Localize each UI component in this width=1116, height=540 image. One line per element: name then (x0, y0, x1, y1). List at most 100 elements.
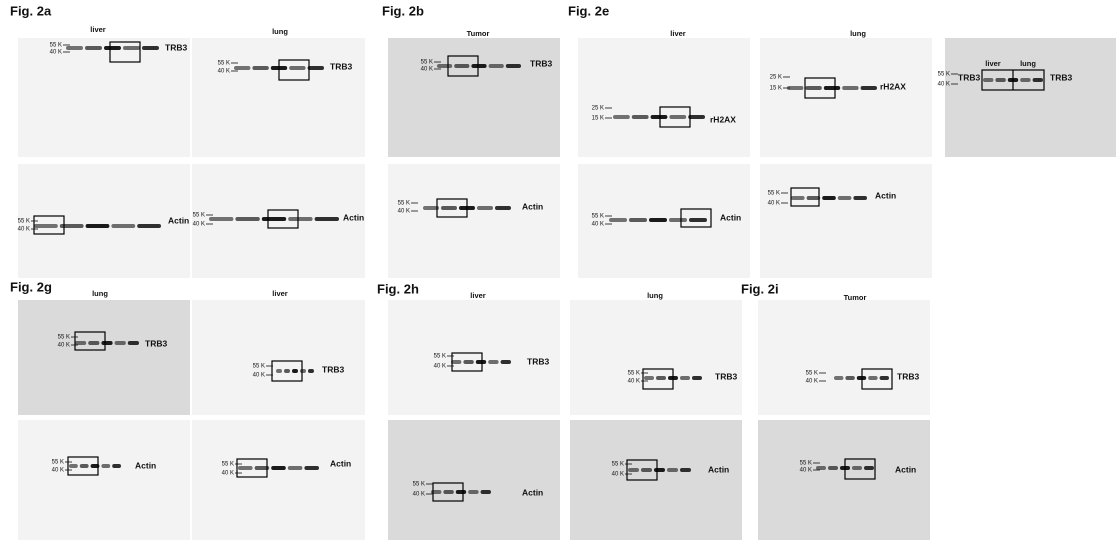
band (791, 196, 805, 200)
band (651, 115, 668, 119)
size-marker: 55 K (193, 213, 205, 219)
band (86, 224, 110, 228)
band (238, 466, 253, 470)
band (477, 206, 493, 210)
figure-label: Fig. 2g (10, 279, 52, 294)
size-marker: 40 K (222, 471, 234, 477)
band (75, 341, 86, 345)
band (641, 468, 652, 472)
band (834, 376, 843, 380)
band-label: Actin (343, 212, 364, 222)
size-marker: 25 K (592, 106, 604, 112)
band (1033, 78, 1043, 82)
band (60, 224, 84, 228)
panel-title: lung (92, 289, 108, 298)
size-marker: 40 K (421, 67, 433, 73)
blot-panel (570, 300, 742, 415)
band (488, 360, 498, 364)
size-marker: 55 K (58, 335, 70, 341)
band (437, 64, 452, 68)
size-marker: 40 K (628, 379, 640, 385)
band-label: Actin (168, 215, 189, 225)
blot-panel (192, 38, 365, 157)
size-marker: 40 K (938, 82, 950, 88)
blot-panel (758, 300, 930, 415)
figure-label: Fig. 2e (568, 3, 609, 18)
figure: Fig. 2aliver55 K40 KTRB3lung55 K40 KTRB3… (0, 0, 1116, 540)
band (688, 115, 705, 119)
band (308, 66, 324, 70)
blot-panel (18, 38, 190, 157)
figure-label: Fig. 2b (382, 3, 424, 18)
band-label: Actin (875, 190, 896, 200)
size-marker: 55 K (398, 201, 410, 207)
size-marker: 40 K (253, 373, 265, 379)
band-label: TRB3 (1050, 72, 1072, 82)
band (123, 46, 140, 50)
size-marker: 40 K (592, 222, 604, 228)
size-marker: 40 K (218, 69, 230, 75)
blot-panel (18, 420, 190, 540)
band (463, 360, 473, 364)
band (34, 224, 58, 228)
size-marker: 40 K (398, 209, 410, 215)
band (292, 369, 298, 373)
band (669, 218, 687, 222)
size-marker: 40 K (52, 468, 64, 474)
band (680, 468, 691, 472)
band (271, 466, 286, 470)
band (853, 196, 867, 200)
band (644, 376, 654, 380)
band (489, 64, 504, 68)
size-marker: 40 K (18, 227, 30, 233)
size-marker: 40 K (806, 379, 818, 385)
band (289, 66, 305, 70)
panel-title: liver (90, 25, 106, 34)
figure-label: Fig. 2h (377, 281, 419, 296)
band (112, 464, 121, 468)
band-label: TRB3 (527, 356, 549, 366)
band-label: Actin (135, 460, 156, 470)
band (115, 341, 126, 345)
band-label: Actin (708, 464, 729, 474)
band (66, 46, 83, 50)
size-marker: 55 K (421, 60, 433, 66)
band (85, 46, 102, 50)
size-marker: 40 K (768, 201, 780, 207)
band (209, 217, 233, 221)
band (667, 468, 678, 472)
band (861, 86, 877, 90)
band (454, 64, 469, 68)
band (308, 369, 314, 373)
blot-panel (760, 164, 932, 278)
band-label: TRB3 (322, 364, 344, 374)
band-label: rH2AX (710, 114, 736, 124)
band (128, 341, 139, 345)
band (304, 466, 319, 470)
band-label: TRB3 (330, 61, 352, 71)
band (69, 464, 78, 468)
panel-title: lung (647, 291, 663, 300)
band (628, 468, 639, 472)
band (443, 490, 453, 494)
band-label: Actin (895, 464, 916, 474)
band (456, 490, 466, 494)
band (288, 466, 303, 470)
size-marker: 15 K (770, 86, 782, 92)
size-marker: 55 K (18, 219, 30, 225)
lane-label: lung (1020, 59, 1036, 68)
size-marker: 40 K (50, 50, 62, 56)
size-marker: 25 K (770, 75, 782, 81)
band (262, 217, 286, 221)
band-label: TRB3 (530, 58, 552, 68)
blot-panel (945, 38, 1116, 157)
band (983, 78, 993, 82)
band (284, 369, 290, 373)
band (842, 86, 858, 90)
band (235, 217, 259, 221)
band (476, 360, 486, 364)
size-marker: 40 K (434, 364, 446, 370)
band (629, 218, 647, 222)
band-label: Actin (720, 212, 741, 222)
panel-title: liver (670, 29, 686, 38)
